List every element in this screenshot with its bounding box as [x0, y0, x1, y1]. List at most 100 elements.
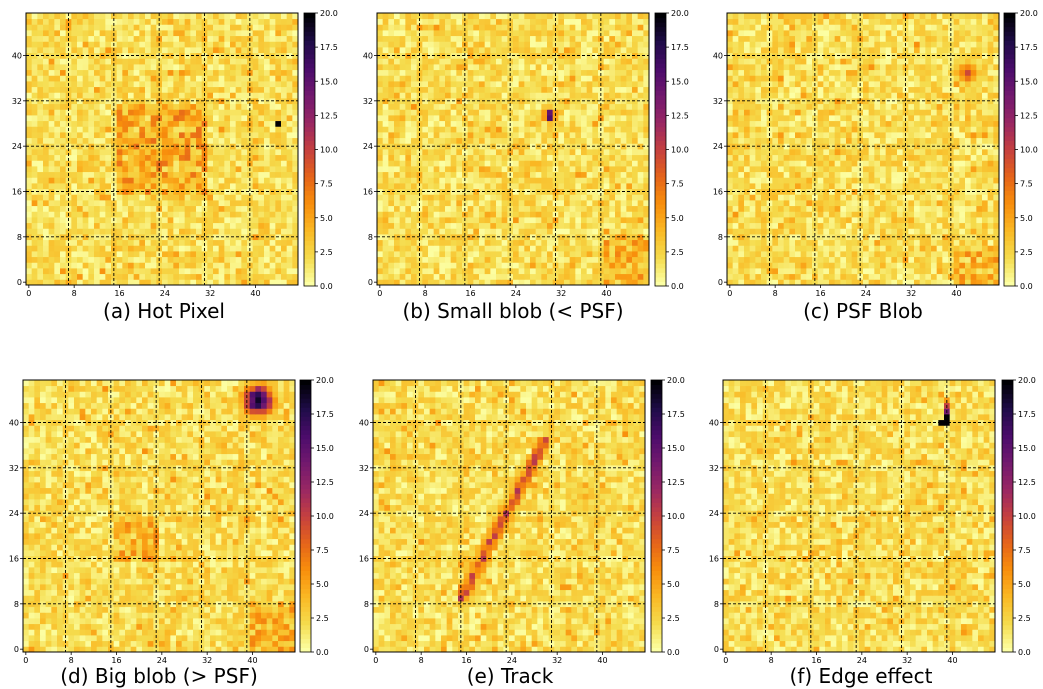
heatmap-cell — [450, 228, 457, 235]
heatmap-cell — [275, 69, 282, 76]
heatmap-cell — [564, 256, 571, 263]
heatmap-cell — [405, 13, 412, 20]
heatmap-cell — [388, 58, 395, 65]
heatmap-cell — [609, 24, 616, 31]
heatmap-cell — [258, 279, 265, 286]
heatmap-cell — [145, 222, 152, 229]
heatmap-cell — [965, 268, 972, 275]
heatmap-cell — [167, 245, 174, 252]
heatmap-cell — [252, 149, 259, 156]
heatmap-cell — [490, 109, 497, 116]
heatmap-cell — [524, 24, 531, 31]
heatmap-cell — [615, 228, 622, 235]
heatmap-cell — [264, 217, 271, 224]
heatmap-cell — [77, 205, 84, 212]
heatmap-cell — [473, 183, 480, 190]
heatmap-cell — [586, 200, 593, 207]
colorbar-tick-label: 2.5 — [320, 248, 333, 257]
heatmap-cell — [128, 132, 135, 139]
heatmap-cell — [626, 194, 633, 201]
heatmap-cell — [88, 64, 95, 71]
heatmap-cell — [524, 205, 531, 212]
heatmap-cell — [281, 268, 288, 275]
heatmap-cell — [462, 188, 469, 195]
heatmap-cell — [99, 115, 106, 122]
heatmap-cell — [564, 58, 571, 65]
heatmap-cell — [264, 13, 271, 20]
heatmap-cell — [609, 115, 616, 122]
heatmap-cell — [122, 245, 129, 252]
heatmap-cell — [524, 279, 531, 286]
heatmap-cell — [207, 154, 214, 161]
heatmap-cell — [942, 268, 949, 275]
heatmap-cell — [620, 183, 627, 190]
heatmap-cell — [167, 279, 174, 286]
heatmap-cell — [603, 126, 610, 133]
colorbar-segment — [655, 94, 666, 100]
heatmap-cell — [530, 137, 537, 144]
heatmap-cell — [518, 30, 525, 37]
heatmap-cell — [637, 228, 644, 235]
heatmap-cell — [467, 268, 474, 275]
heatmap-cell — [405, 268, 412, 275]
heatmap-cell — [48, 217, 55, 224]
heatmap-cell — [213, 132, 220, 139]
heatmap-cell — [43, 13, 50, 20]
heatmap-cell — [207, 273, 214, 280]
heatmap-cell — [275, 154, 282, 161]
heatmap-cell — [479, 115, 486, 122]
heatmap-cell — [473, 239, 480, 246]
heatmap-cell — [778, 268, 785, 275]
heatmap-cell — [897, 279, 904, 286]
heatmap-cell — [507, 273, 514, 280]
heatmap-cell — [450, 81, 457, 88]
heatmap-cell — [530, 47, 537, 54]
heatmap-cell — [637, 154, 644, 161]
heatmap-cell — [399, 137, 406, 144]
heatmap-cell — [490, 126, 497, 133]
heatmap-cell — [54, 222, 61, 229]
heatmap-cell — [524, 273, 531, 280]
heatmap-cell — [564, 245, 571, 252]
heatmap-cell — [609, 217, 616, 224]
heatmap-cell — [292, 92, 299, 99]
heatmap-cell — [643, 115, 650, 122]
heatmap-cell — [139, 166, 146, 173]
heatmap-cell — [382, 279, 389, 286]
colorbar-segment — [655, 81, 666, 87]
heatmap-cell — [235, 273, 242, 280]
heatmap-cell — [564, 132, 571, 139]
heatmap-cell — [615, 69, 622, 76]
heatmap-cell — [196, 75, 203, 82]
heatmap-cell — [218, 132, 225, 139]
heatmap-cell — [145, 268, 152, 275]
heatmap-cell — [507, 58, 514, 65]
heatmap-cell — [405, 251, 412, 258]
heatmap-cell — [507, 13, 514, 20]
heatmap-cell — [94, 81, 101, 88]
heatmap-cell — [218, 205, 225, 212]
heatmap-cell — [637, 177, 644, 184]
heatmap-cell — [207, 211, 214, 218]
heatmap-cell — [201, 143, 208, 150]
heatmap-cell — [264, 228, 271, 235]
heatmap-cell — [569, 30, 576, 37]
heatmap-cell — [139, 64, 146, 71]
heatmap-cell — [564, 149, 571, 156]
heatmap-cell — [632, 64, 639, 71]
heatmap-cell — [247, 64, 254, 71]
heatmap-cell — [382, 132, 389, 139]
heatmap-cell — [133, 194, 140, 201]
heatmap-cell — [620, 166, 627, 173]
heatmap-cell — [286, 115, 293, 122]
heatmap-cell — [450, 47, 457, 54]
heatmap-cell — [547, 24, 554, 31]
heatmap-cell — [433, 245, 440, 252]
heatmap-cell — [145, 194, 152, 201]
heatmap-cell — [439, 69, 446, 76]
heatmap-cell — [269, 64, 276, 71]
heatmap-cell — [133, 58, 140, 65]
heatmap-cell — [382, 47, 389, 54]
heatmap-cell — [484, 75, 491, 82]
heatmap-cell — [128, 109, 135, 116]
